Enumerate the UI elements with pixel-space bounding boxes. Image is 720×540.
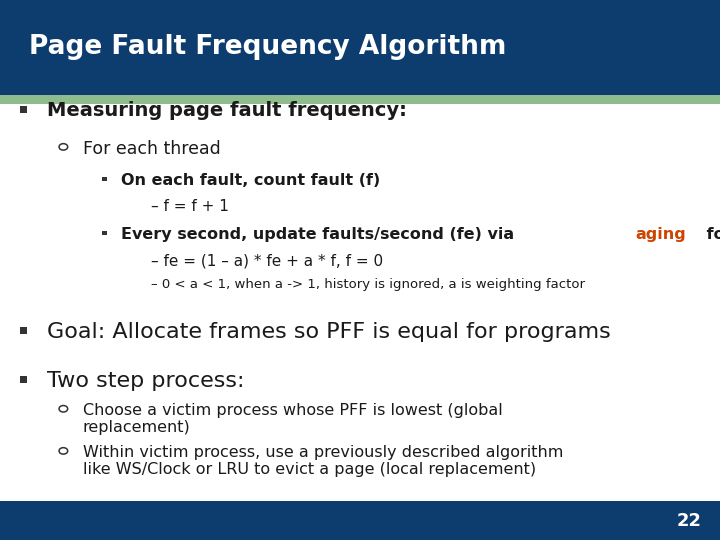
Text: Measuring page fault frequency:: Measuring page fault frequency: — [47, 101, 407, 120]
Text: 22: 22 — [677, 511, 702, 530]
Text: Within victim process, use a previously described algorithm: Within victim process, use a previously … — [83, 445, 563, 460]
Text: – 0 < a < 1, when a -> 1, history is ignored, a is weighting factor: – 0 < a < 1, when a -> 1, history is ign… — [151, 278, 585, 291]
Bar — [20, 376, 27, 382]
Bar — [0, 104, 720, 501]
Text: – f = f + 1: – f = f + 1 — [151, 199, 229, 214]
Text: Page Fault Frequency Algorithm: Page Fault Frequency Algorithm — [29, 34, 506, 60]
Bar — [102, 177, 107, 181]
Text: Every second, update faults/second (fe) via: Every second, update faults/second (fe) … — [121, 227, 520, 242]
Text: On each fault, count fault (f): On each fault, count fault (f) — [121, 173, 380, 188]
Bar — [0, 94, 720, 104]
Text: – fe = (1 – a) * fe + a * f, f = 0: – fe = (1 – a) * fe + a * f, f = 0 — [151, 254, 383, 269]
Bar — [0, 501, 720, 540]
Bar — [20, 106, 27, 112]
Bar — [0, 0, 720, 94]
Text: Choose a victim process whose PFF is lowest (global: Choose a victim process whose PFF is low… — [83, 403, 503, 418]
Text: Goal: Allocate frames so PFF is equal for programs: Goal: Allocate frames so PFF is equal fo… — [47, 322, 611, 342]
Text: like WS/Clock or LRU to evict a page (local replacement): like WS/Clock or LRU to evict a page (lo… — [83, 462, 536, 477]
Bar — [102, 231, 107, 235]
Text: Two step process:: Two step process: — [47, 370, 244, 391]
Text: aging: aging — [636, 227, 686, 242]
Text: for all threads: for all threads — [701, 227, 720, 242]
Bar — [20, 327, 27, 334]
Text: replacement): replacement) — [83, 420, 191, 435]
Text: For each thread: For each thread — [83, 139, 220, 158]
